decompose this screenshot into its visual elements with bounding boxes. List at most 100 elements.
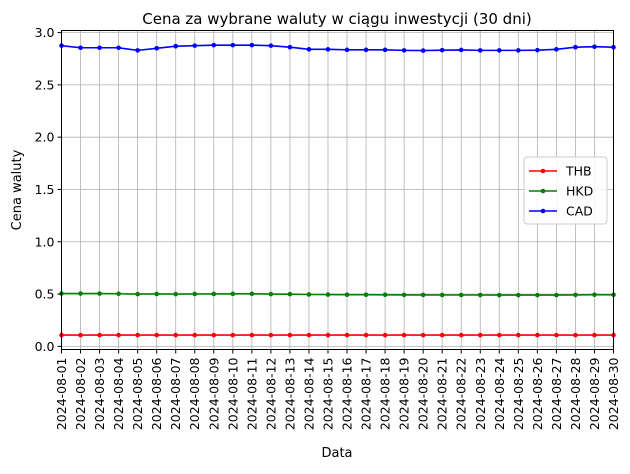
data-point-thb bbox=[135, 332, 140, 338]
data-point-cad bbox=[344, 47, 350, 53]
data-point-cad bbox=[573, 44, 578, 50]
data-point-thb bbox=[592, 332, 597, 338]
data-point-cad bbox=[154, 45, 159, 51]
data-point-thb bbox=[382, 332, 388, 338]
data-point-hkd bbox=[173, 291, 179, 297]
data-point-thb bbox=[230, 332, 236, 338]
x-tick-label: 2024-08-07 bbox=[168, 358, 183, 431]
x-tick-label: 2024-08-02 bbox=[73, 358, 88, 431]
data-point-thb bbox=[516, 332, 521, 338]
x-tick-label: 2024-08-28 bbox=[568, 357, 583, 430]
x-tick-label: 2024-08-17 bbox=[359, 358, 374, 431]
y-tick-label: 0.5 bbox=[35, 287, 55, 302]
data-point-thb bbox=[325, 332, 331, 338]
x-tick-label: 2024-08-01 bbox=[54, 358, 69, 431]
legend-label: THB bbox=[565, 164, 592, 179]
x-tick-label: 2024-08-23 bbox=[473, 358, 488, 431]
data-point-cad bbox=[211, 42, 217, 48]
y-tick-label: 1.5 bbox=[35, 182, 55, 197]
x-tick-label: 2024-08-08 bbox=[187, 357, 202, 430]
legend-item-hkd: HKD bbox=[529, 184, 593, 199]
x-tick-label: 2024-08-24 bbox=[492, 357, 507, 430]
x-axis-label: Data bbox=[321, 446, 352, 461]
data-point-thb bbox=[192, 332, 198, 338]
y-axis-label: Cena waluty bbox=[10, 149, 25, 230]
x-tick-label: 2024-08-21 bbox=[435, 358, 450, 431]
x-tick-label: 2024-08-26 bbox=[530, 357, 545, 430]
x-tick-label: 2024-08-12 bbox=[263, 358, 278, 431]
data-point-cad bbox=[382, 47, 388, 53]
x-tick-label: 2024-08-11 bbox=[244, 358, 259, 431]
x-tick-label: 2024-08-22 bbox=[454, 358, 469, 431]
x-tick-label: 2024-08-04 bbox=[111, 357, 126, 430]
data-point-hkd bbox=[477, 292, 483, 298]
data-point-hkd bbox=[363, 292, 369, 297]
x-tick-label: 2024-08-14 bbox=[301, 357, 316, 430]
data-point-hkd bbox=[325, 292, 331, 297]
legend-box bbox=[523, 156, 608, 225]
data-point-thb bbox=[306, 332, 312, 338]
x-tick-label: 2024-08-15 bbox=[320, 358, 335, 431]
data-point-thb bbox=[268, 332, 274, 338]
x-tick-label: 2024-08-03 bbox=[92, 358, 107, 431]
y-tick-label: 0.0 bbox=[35, 339, 55, 354]
data-point-thb bbox=[554, 332, 559, 338]
series-cad bbox=[59, 42, 616, 53]
data-point-cad bbox=[458, 47, 464, 53]
data-point-hkd bbox=[592, 292, 597, 297]
legend-swatch-marker bbox=[540, 208, 546, 214]
data-point-hkd bbox=[516, 292, 521, 298]
plot-frame bbox=[61, 30, 614, 350]
y-tick-label: 2.5 bbox=[35, 77, 55, 92]
data-point-cad bbox=[420, 48, 426, 53]
data-point-cad bbox=[306, 47, 312, 52]
series-thb bbox=[59, 332, 616, 338]
data-point-cad bbox=[192, 43, 198, 48]
series-layer bbox=[59, 42, 616, 338]
data-point-thb bbox=[439, 332, 445, 338]
data-point-cad bbox=[592, 44, 597, 50]
data-point-thb bbox=[420, 332, 426, 338]
data-point-thb bbox=[477, 332, 483, 338]
x-tick-label: 2024-08-09 bbox=[206, 357, 221, 430]
data-point-hkd bbox=[573, 292, 578, 298]
legend-swatch-marker bbox=[540, 168, 546, 174]
data-point-hkd bbox=[344, 292, 350, 297]
data-point-cad bbox=[535, 47, 540, 53]
x-tick-label: 2024-08-29 bbox=[587, 357, 602, 430]
x-tick-label: 2024-08-20 bbox=[416, 357, 431, 430]
x-tick-label: 2024-08-25 bbox=[511, 358, 526, 431]
data-point-hkd bbox=[268, 291, 274, 297]
x-tick-label: 2024-08-18 bbox=[378, 357, 393, 430]
data-point-hkd bbox=[78, 291, 83, 296]
data-point-hkd bbox=[230, 291, 236, 297]
data-point-cad bbox=[268, 43, 274, 48]
data-point-hkd bbox=[192, 291, 198, 297]
data-point-cad bbox=[135, 48, 140, 53]
data-point-hkd bbox=[382, 292, 388, 298]
data-point-hkd bbox=[249, 291, 255, 297]
data-point-cad bbox=[516, 48, 521, 53]
data-point-hkd bbox=[135, 291, 140, 297]
x-tick-label: 2024-08-16 bbox=[340, 357, 355, 430]
legend-label: CAD bbox=[566, 204, 593, 219]
data-point-thb bbox=[535, 332, 540, 338]
data-point-hkd bbox=[154, 291, 159, 297]
data-point-hkd bbox=[211, 291, 217, 297]
legend-item-thb: THB bbox=[529, 164, 592, 179]
data-point-cad bbox=[325, 47, 331, 52]
data-point-thb bbox=[97, 332, 102, 338]
data-point-cad bbox=[477, 48, 483, 53]
data-point-cad bbox=[439, 47, 445, 53]
data-point-cad bbox=[230, 42, 236, 48]
data-point-thb bbox=[363, 332, 369, 338]
series-line-hkd bbox=[61, 292, 614, 296]
x-tick-label: 2024-08-27 bbox=[549, 358, 564, 431]
data-point-thb bbox=[173, 332, 179, 338]
y-tick-label: 3.0 bbox=[35, 25, 55, 40]
data-point-hkd bbox=[401, 292, 407, 298]
data-point-cad bbox=[97, 45, 102, 51]
data-point-hkd bbox=[496, 292, 502, 298]
